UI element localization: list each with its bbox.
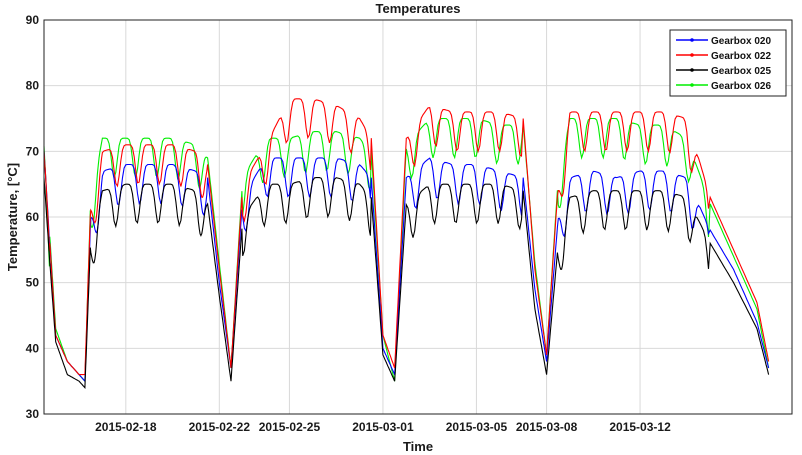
legend-item: Gearbox 025 — [676, 66, 771, 77]
y-tick-label: 50 — [26, 276, 40, 290]
x-tick-label: 2015-02-25 — [259, 420, 321, 434]
x-tick-labels: 2015-02-18 2015-02-22 2015-02-25 2015-03-01… — [95, 420, 671, 434]
legend-item: Gearbox 026 — [676, 81, 771, 92]
y-axis-label: Temperature, [°C] — [5, 163, 20, 271]
chart-title: Temperatures — [375, 1, 460, 16]
legend-marker — [690, 53, 694, 57]
x-axis-label: Time — [403, 439, 433, 454]
y-tick-label: 30 — [26, 407, 40, 421]
series-line-gearbox-022 — [43, 98, 770, 376]
x-tick-label: 2015-03-08 — [516, 420, 578, 434]
legend-marker — [690, 83, 694, 87]
series-line-gearbox-020 — [43, 151, 770, 383]
y-tick-label: 80 — [26, 79, 40, 93]
y-tick-label: 90 — [26, 13, 40, 27]
plot-series — [43, 98, 770, 389]
plot-frame — [43, 19, 793, 415]
legend-label: Gearbox 020 — [711, 36, 771, 47]
legend-label: Gearbox 025 — [711, 66, 771, 77]
legend-marker — [690, 38, 694, 42]
x-tick-label: 2015-03-05 — [446, 420, 508, 434]
legend-marker — [690, 68, 694, 72]
series-line-gearbox-025 — [43, 177, 770, 389]
x-tick-label: 2015-03-12 — [609, 420, 671, 434]
x-tick-label: 2015-02-22 — [189, 420, 251, 434]
legend-label: Gearbox 022 — [711, 51, 771, 62]
y-tick-label: 70 — [26, 144, 40, 158]
legend-item: Gearbox 022 — [676, 51, 771, 62]
y-tick-label: 40 — [26, 341, 40, 355]
y-tick-label: 60 — [26, 210, 40, 224]
legend-label: Gearbox 026 — [711, 81, 771, 92]
legend: Gearbox 020 Gearbox 022 Gearbox 025 Gearbox… — [669, 29, 787, 97]
x-tick-label: 2015-02-18 — [95, 420, 157, 434]
legend-item: Gearbox 020 — [676, 36, 771, 47]
y-tick-labels: 30 40 50 60 70 80 90 — [26, 13, 40, 421]
x-tick-label: 2015-03-01 — [352, 420, 414, 434]
